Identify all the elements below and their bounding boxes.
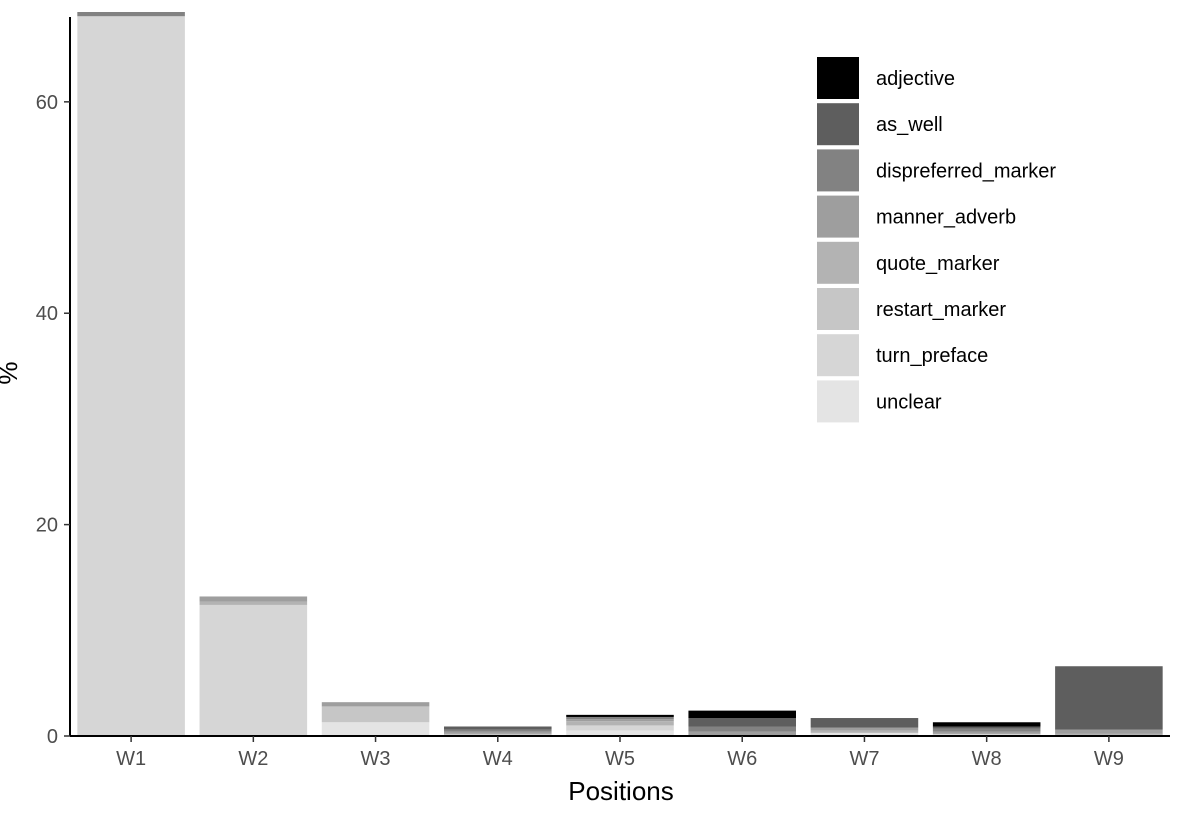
x-tick-label-w2: W2 [238, 748, 268, 770]
legend-key-restart-marker [817, 288, 859, 330]
legend-key-dispreferred-marker [817, 149, 859, 192]
bar-segment-w8-manner-adverb [932, 731, 1041, 734]
x-tick-label-w5: W5 [605, 748, 635, 770]
bar-segment-w5-unclear [566, 730, 674, 736]
x-tick-label-w8: W8 [972, 748, 1002, 770]
legend: adjective as_well dispreferred_markermanne… [817, 57, 1056, 423]
x-tick-label-w3: W3 [361, 748, 391, 770]
bar-segment-w6-dispreferred-marker [688, 726, 796, 732]
legend-label-as-well: as_well [876, 114, 943, 136]
bar-segment-w9-as-well [1055, 666, 1163, 730]
bar-segment-w2-turn-preface [199, 604, 308, 736]
legend-label-turn-preface: turn_preface [876, 345, 988, 367]
legend-label-adjective: adjective [876, 68, 955, 90]
legend-key-manner-adverb [817, 195, 859, 238]
bar-segment-w4-as-well [444, 726, 552, 730]
bar-segment-w9-manner-adverb [1055, 729, 1163, 734]
bar-segment-w4-restart-marker [444, 733, 552, 736]
bar-segment-w5-quote-marker [566, 721, 674, 726]
bar-segment-w8-adjective [932, 722, 1041, 727]
bar-segment-w1-turn-preface [77, 16, 185, 737]
y-tick-label: 60 [36, 92, 58, 114]
bar-segment-w5-dispreferred-marker [566, 716, 674, 720]
bar-segment-w1-dispreferred-marker [77, 12, 185, 17]
bar-segment-w9-quote-marker [1055, 733, 1163, 736]
bar-segment-w8-turn-preface [932, 733, 1041, 736]
bar-segment-w4-manner-adverb [444, 731, 552, 734]
bar-segment-w5-adjective [566, 714, 674, 717]
legend-label-manner-adverb: manner_adverb [876, 207, 1016, 229]
legend-key-turn-preface [817, 334, 859, 377]
bar-segment-w2-quote-marker [199, 601, 308, 605]
bar-segment-w5-manner-adverb [566, 719, 674, 722]
y-tick-label: 0 [47, 726, 58, 748]
bar-segment-w3-manner-adverb [321, 702, 430, 707]
legend-key-quote-marker [817, 241, 859, 284]
bar-segment-w3-unclear [321, 722, 430, 736]
bars-layer [77, 12, 1163, 737]
bar-segment-w8-dispreferred-marker [932, 728, 1041, 732]
x-tick-label-w4: W4 [483, 748, 513, 770]
bar-segment-w7-unclear [810, 732, 919, 736]
legend-label-unclear: unclear [876, 391, 942, 413]
bar-segment-w5-turn-preface [566, 725, 674, 731]
bar-segment-w8-as-well [932, 726, 1041, 729]
bar-segment-w3-restart-marker [321, 706, 430, 723]
legend-label-restart-marker: restart_marker [876, 299, 1006, 321]
legend-label-quote-marker: quote_marker [876, 253, 1000, 275]
bar-segment-w7-as-well [810, 718, 919, 728]
x-tick-label-w7: W7 [849, 748, 879, 770]
legend-label-dispreferred-marker: dispreferred_marker [876, 160, 1056, 182]
legend-key-as-well [817, 103, 859, 146]
x-tick-label-w1: W1 [116, 748, 146, 770]
bar-segment-w7-manner-adverb [810, 727, 919, 731]
legend-key-unclear [817, 380, 859, 423]
bar-segment-w6-adjective [688, 710, 796, 719]
legend-key-adjective [817, 57, 859, 99]
bar-segment-w7-quote-marker [810, 730, 919, 733]
bar-segment-w4-dispreferred-marker [444, 729, 552, 732]
y-tick-label: 40 [36, 303, 58, 325]
x-axis-title: Positions [568, 776, 674, 806]
bar-segment-w2-manner-adverb [199, 596, 308, 602]
x-tick-label-w6: W6 [727, 748, 757, 770]
x-tick-label-w9: W9 [1094, 748, 1124, 770]
y-axis-title: % [0, 361, 23, 384]
axes-layer: 0 20 40 60 W1 W2 W3 W4 W5 W6 W7 W8 W9 [36, 17, 1170, 770]
y-tick-label: 20 [36, 515, 58, 537]
bar-segment-w6-manner-adverb [688, 731, 796, 736]
bar-segment-w6-as-well [688, 718, 796, 727]
